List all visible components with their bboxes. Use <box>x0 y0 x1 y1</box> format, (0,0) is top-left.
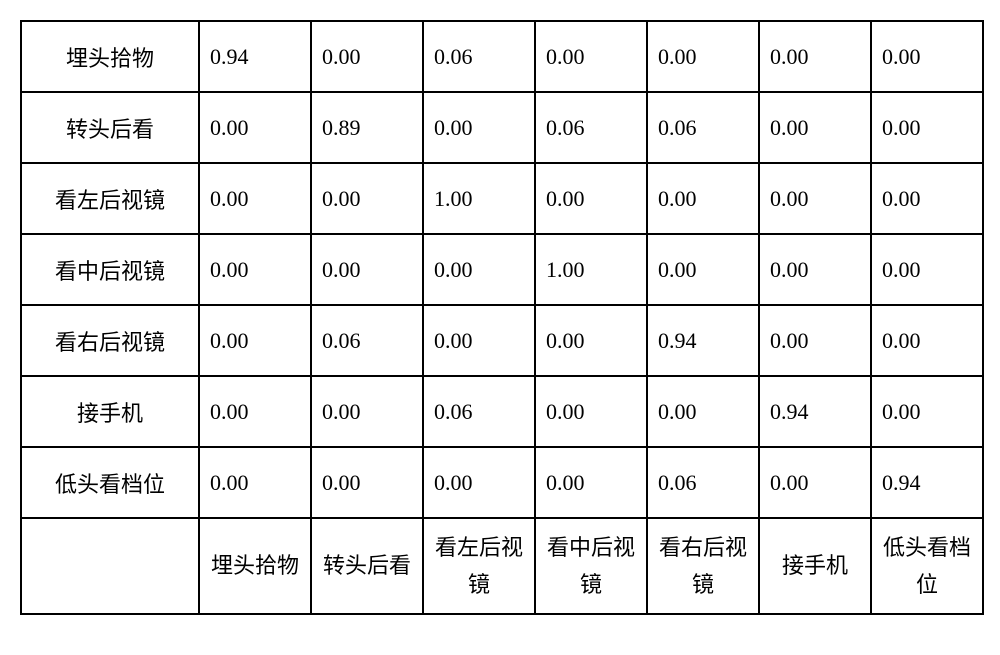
data-cell: 0.00 <box>535 376 647 447</box>
data-cell: 0.00 <box>871 376 983 447</box>
data-cell: 0.00 <box>311 376 423 447</box>
data-cell: 0.00 <box>199 376 311 447</box>
col-footer-cell <box>21 518 199 614</box>
data-cell: 0.00 <box>759 92 871 163</box>
data-cell: 0.06 <box>423 21 535 92</box>
row-header-cell: 埋头拾物 <box>21 21 199 92</box>
data-cell: 0.00 <box>647 376 759 447</box>
data-cell: 0.94 <box>199 21 311 92</box>
data-cell: 0.00 <box>647 163 759 234</box>
table-row: 低头看档位 0.00 0.00 0.00 0.00 0.06 0.00 0.94 <box>21 447 983 518</box>
data-cell: 0.00 <box>199 447 311 518</box>
data-cell: 0.00 <box>871 163 983 234</box>
data-cell: 0.00 <box>423 305 535 376</box>
row-header-cell: 看中后视镜 <box>21 234 199 305</box>
confusion-matrix-table: 埋头拾物 0.94 0.00 0.06 0.00 0.00 0.00 0.00 … <box>20 20 980 615</box>
row-header-cell: 看左后视镜 <box>21 163 199 234</box>
data-cell: 0.00 <box>423 447 535 518</box>
data-cell: 0.94 <box>871 447 983 518</box>
data-cell: 0.00 <box>199 92 311 163</box>
col-footer-cell: 接手机 <box>759 518 871 614</box>
data-cell: 0.00 <box>759 447 871 518</box>
data-cell: 0.06 <box>647 92 759 163</box>
data-cell: 1.00 <box>535 234 647 305</box>
table-row: 埋头拾物 0.94 0.00 0.06 0.00 0.00 0.00 0.00 <box>21 21 983 92</box>
data-cell: 1.00 <box>423 163 535 234</box>
col-footer-cell: 低头看档位 <box>871 518 983 614</box>
table-row: 看右后视镜 0.00 0.06 0.00 0.00 0.94 0.00 0.00 <box>21 305 983 376</box>
data-cell: 0.06 <box>535 92 647 163</box>
col-footer-cell: 看中后视镜 <box>535 518 647 614</box>
table-row: 转头后看 0.00 0.89 0.00 0.06 0.06 0.00 0.00 <box>21 92 983 163</box>
data-cell: 0.00 <box>871 92 983 163</box>
data-cell: 0.00 <box>311 234 423 305</box>
data-cell: 0.00 <box>535 305 647 376</box>
data-cell: 0.00 <box>647 21 759 92</box>
data-cell: 0.00 <box>311 447 423 518</box>
data-cell: 0.00 <box>199 163 311 234</box>
data-cell: 0.00 <box>423 92 535 163</box>
data-cell: 0.00 <box>871 21 983 92</box>
data-cell: 0.00 <box>647 234 759 305</box>
data-cell: 0.00 <box>871 305 983 376</box>
data-cell: 0.94 <box>647 305 759 376</box>
data-cell: 0.06 <box>311 305 423 376</box>
data-cell: 0.94 <box>759 376 871 447</box>
row-header-cell: 接手机 <box>21 376 199 447</box>
row-header-cell: 低头看档位 <box>21 447 199 518</box>
data-cell: 0.00 <box>311 163 423 234</box>
data-cell: 0.00 <box>535 21 647 92</box>
col-footer-cell: 看右后视镜 <box>647 518 759 614</box>
data-cell: 0.06 <box>647 447 759 518</box>
data-cell: 0.00 <box>311 21 423 92</box>
row-header-cell: 看右后视镜 <box>21 305 199 376</box>
col-footer-cell: 埋头拾物 <box>199 518 311 614</box>
data-cell: 0.00 <box>423 234 535 305</box>
data-cell: 0.00 <box>871 234 983 305</box>
col-footer-cell: 转头后看 <box>311 518 423 614</box>
data-cell: 0.06 <box>423 376 535 447</box>
data-cell: 0.00 <box>759 21 871 92</box>
data-cell: 0.00 <box>759 163 871 234</box>
data-cell: 0.00 <box>535 163 647 234</box>
data-cell: 0.00 <box>759 234 871 305</box>
table-row: 接手机 0.00 0.00 0.06 0.00 0.00 0.94 0.00 <box>21 376 983 447</box>
data-cell: 0.00 <box>199 234 311 305</box>
row-header-cell: 转头后看 <box>21 92 199 163</box>
table-row: 看中后视镜 0.00 0.00 0.00 1.00 0.00 0.00 0.00 <box>21 234 983 305</box>
data-cell: 0.00 <box>199 305 311 376</box>
table-row: 看左后视镜 0.00 0.00 1.00 0.00 0.00 0.00 0.00 <box>21 163 983 234</box>
data-cell: 0.00 <box>759 305 871 376</box>
data-cell: 0.00 <box>535 447 647 518</box>
table-footer-row: 埋头拾物 转头后看 看左后视镜 看中后视镜 看右后视镜 接手机 低头看档位 <box>21 518 983 614</box>
data-cell: 0.89 <box>311 92 423 163</box>
data-table: 埋头拾物 0.94 0.00 0.06 0.00 0.00 0.00 0.00 … <box>20 20 984 615</box>
col-footer-cell: 看左后视镜 <box>423 518 535 614</box>
